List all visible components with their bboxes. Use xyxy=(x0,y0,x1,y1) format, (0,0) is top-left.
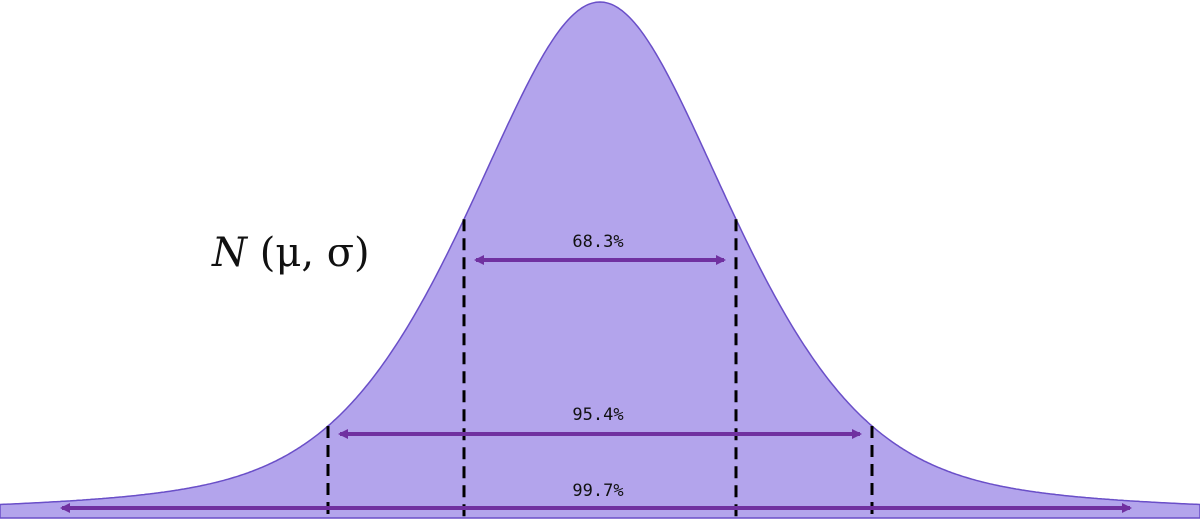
sigma-3-label: 99.7% xyxy=(572,481,623,501)
distribution-name: N xyxy=(211,230,249,276)
sigma-band-arrows xyxy=(60,255,1132,513)
sigma-1-label: 68.3% xyxy=(572,232,623,252)
sigma-band-labels: 68.3% 95.4% 99.7% xyxy=(572,232,623,501)
distribution-label: N (μ, σ) xyxy=(211,230,370,276)
sigma-2-label: 95.4% xyxy=(572,405,623,425)
distribution-params: (μ, σ) xyxy=(260,230,370,276)
